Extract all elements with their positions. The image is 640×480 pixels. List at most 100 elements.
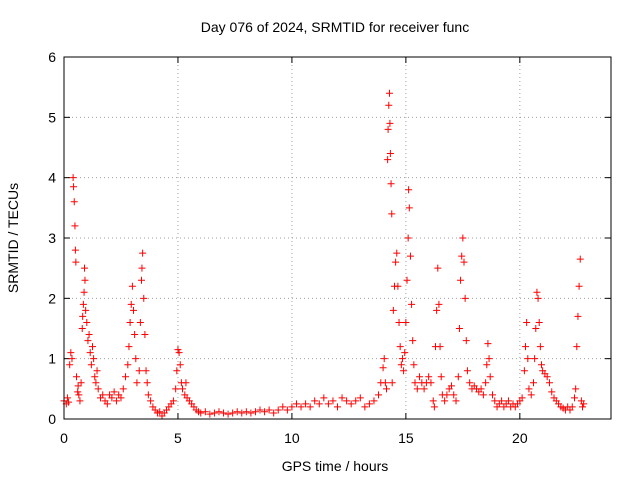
data-point bbox=[338, 394, 346, 402]
data-point bbox=[532, 325, 540, 332]
data-point bbox=[143, 379, 151, 387]
data-point bbox=[397, 361, 405, 369]
data-point bbox=[479, 391, 487, 399]
data-point bbox=[405, 204, 413, 212]
data-point bbox=[91, 373, 99, 381]
data-point bbox=[384, 156, 392, 164]
data-point bbox=[127, 300, 135, 308]
data-point bbox=[491, 397, 499, 405]
data-point bbox=[435, 300, 443, 308]
data-point bbox=[343, 397, 351, 405]
data-point bbox=[531, 355, 539, 363]
data-point bbox=[386, 119, 394, 127]
data-point bbox=[370, 397, 378, 405]
data-point bbox=[176, 361, 184, 369]
data-point bbox=[206, 410, 214, 418]
data-point bbox=[548, 388, 556, 396]
data-point bbox=[88, 343, 96, 351]
data-point bbox=[85, 331, 93, 339]
data-point bbox=[568, 403, 576, 411]
data-point bbox=[534, 294, 542, 302]
data-point bbox=[410, 361, 418, 369]
data-point bbox=[429, 397, 437, 405]
data-point bbox=[384, 125, 392, 133]
data-point bbox=[79, 312, 87, 320]
data-point bbox=[483, 361, 491, 369]
data-point bbox=[92, 379, 100, 387]
data-point bbox=[75, 391, 83, 399]
data-point bbox=[279, 403, 287, 411]
data-point bbox=[375, 391, 383, 399]
data-point bbox=[545, 379, 553, 387]
data-point bbox=[329, 397, 337, 405]
data-point bbox=[136, 318, 144, 326]
data-point bbox=[297, 403, 305, 411]
data-point bbox=[74, 388, 82, 396]
data-point bbox=[443, 391, 451, 399]
data-point bbox=[385, 89, 393, 97]
chart-title: Day 076 of 2024, SRMTID for receiver fun… bbox=[201, 19, 469, 35]
data-point bbox=[386, 150, 394, 158]
data-point bbox=[520, 367, 528, 375]
data-point bbox=[215, 408, 223, 416]
data-point bbox=[224, 410, 232, 418]
data-point bbox=[379, 364, 387, 372]
data-point bbox=[79, 300, 87, 308]
data-point bbox=[392, 258, 400, 266]
data-point bbox=[147, 397, 155, 405]
data-point bbox=[462, 337, 470, 345]
data-point bbox=[78, 325, 86, 332]
data-point bbox=[182, 379, 190, 387]
data-point bbox=[579, 403, 587, 411]
data-point bbox=[233, 408, 241, 416]
data-point bbox=[459, 234, 467, 242]
data-point bbox=[93, 367, 101, 375]
data-point bbox=[523, 318, 531, 326]
data-point bbox=[65, 398, 73, 406]
data-point bbox=[411, 379, 419, 387]
data-point bbox=[140, 294, 148, 302]
data-point bbox=[103, 400, 111, 408]
x-tick-label: 20 bbox=[512, 430, 528, 446]
data-point bbox=[86, 349, 94, 357]
data-point bbox=[74, 382, 82, 390]
data-point bbox=[463, 367, 471, 375]
plot-frame bbox=[63, 56, 612, 420]
data-point bbox=[413, 385, 421, 393]
data-point bbox=[398, 355, 406, 363]
data-point bbox=[66, 361, 74, 369]
data-point bbox=[522, 343, 530, 351]
x-tick-label: 5 bbox=[174, 430, 182, 446]
data-point bbox=[137, 276, 145, 284]
data-point bbox=[320, 394, 328, 402]
data-point bbox=[90, 355, 98, 363]
data-point bbox=[461, 294, 469, 302]
data-point bbox=[477, 385, 485, 393]
axis-ticks: 0 1 2 3 4 5 6 0 5 10 15 20 bbox=[48, 49, 611, 446]
data-point bbox=[141, 331, 149, 339]
data-point bbox=[460, 258, 468, 266]
data-point bbox=[169, 397, 177, 405]
data-point bbox=[174, 346, 182, 354]
data-point bbox=[288, 403, 296, 411]
x-tick-label: 15 bbox=[398, 430, 414, 446]
data-point bbox=[387, 180, 395, 188]
data-point bbox=[420, 385, 428, 393]
data-point bbox=[251, 408, 259, 416]
data-point bbox=[125, 343, 133, 351]
data-point bbox=[457, 276, 465, 284]
data-point bbox=[574, 312, 582, 320]
data-point bbox=[408, 300, 416, 308]
data-point bbox=[70, 198, 78, 206]
data-point bbox=[144, 391, 152, 399]
data-point bbox=[292, 400, 300, 408]
data-point bbox=[131, 331, 139, 339]
data-point bbox=[261, 408, 269, 416]
data-point bbox=[99, 391, 107, 399]
data-point bbox=[576, 255, 584, 263]
data-point bbox=[81, 276, 89, 284]
data-point bbox=[458, 252, 466, 260]
data-point bbox=[210, 409, 218, 417]
data-point bbox=[482, 379, 490, 387]
